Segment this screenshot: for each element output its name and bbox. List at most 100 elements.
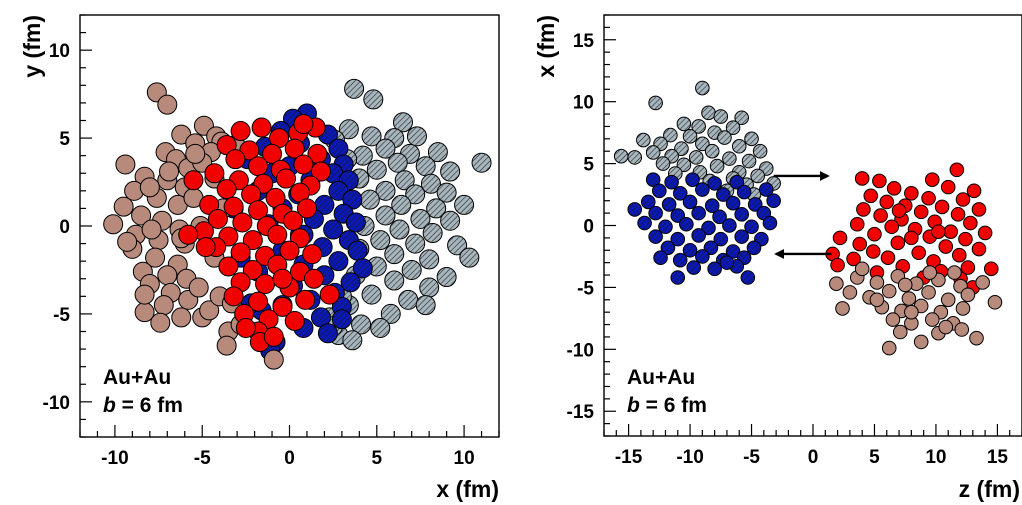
x-tick-label: 0 (284, 448, 295, 469)
data-point-target-participant (310, 307, 331, 328)
data-point-target-participant (695, 249, 710, 264)
data-point-target-spectator (352, 145, 373, 166)
data-point-target-spectator (422, 223, 443, 244)
left-annotation-system: Au+Au (103, 366, 171, 389)
data-point-target-spectator (401, 259, 422, 280)
left-annotation-b-value: = 6 fm (116, 394, 183, 417)
data-point-target-spectator (627, 150, 643, 165)
data-point-projectile-participant (267, 224, 288, 245)
data-point-projectile-participant (963, 215, 978, 231)
x-tick-label: 5 (869, 447, 880, 468)
data-point-target-spectator (645, 145, 661, 160)
data-point-target-spectator (636, 132, 651, 148)
data-point-projectile-participant (983, 261, 999, 277)
data-point-projectile-spectator (199, 300, 220, 321)
data-point-projectile-spectator (131, 205, 152, 226)
right-panel: -15 -10 -5 0 5 10 15 -15 -10 -5 0 5 10 15 z (fm) x (f… (533, 14, 1022, 502)
data-point-target-spectator (406, 126, 427, 147)
data-point-projectile-spectator (901, 291, 917, 306)
data-point-target-spectator (752, 143, 768, 159)
data-point-target-participant (670, 208, 686, 223)
data-point-projectile-participant (891, 203, 907, 218)
data-point-projectile-spectator (955, 301, 971, 316)
data-point-target-participant (715, 187, 731, 202)
data-point-projectile-participant (276, 168, 297, 189)
data-point-target-spectator (741, 153, 757, 169)
data-point-target-participant (747, 197, 763, 212)
left-annotation-impact: b = 6 fm (103, 394, 183, 417)
data-point-projectile-participant (971, 241, 987, 257)
left-panel: -10 -5 0 5 10 -10 -5 0 5 10 x (fm) y (fm) Au+Au b… (19, 14, 500, 502)
data-point-target-spectator (676, 116, 692, 132)
data-point-target-spectator (648, 95, 663, 111)
data-point-projectile-participant (949, 162, 965, 178)
data-point-projectile-spectator (892, 324, 908, 340)
data-point-target-participant (713, 231, 729, 247)
data-point-projectile-participant (204, 163, 225, 184)
data-point-target-spectator (394, 170, 415, 191)
data-point-target-spectator (344, 78, 365, 99)
data-point-target-participant (729, 174, 745, 190)
data-point-projectile-participant (852, 236, 868, 252)
y-tick-label: -10 (43, 393, 70, 414)
right-annotation-b-value: = 6 fm (640, 394, 707, 417)
data-point-projectile-participant (263, 326, 284, 347)
data-point-target-spectator (361, 284, 382, 305)
data-point-target-spectator (663, 127, 678, 143)
data-point-target-spectator (387, 152, 408, 173)
data-point-projectile-participant (303, 268, 324, 289)
data-point-target-participant (679, 216, 694, 232)
data-point-projectile-participant (934, 199, 950, 215)
data-point-projectile-participant (879, 194, 895, 210)
data-point-target-participant (701, 220, 716, 236)
data-point-projectile-participant (248, 156, 269, 177)
y-tick-label: -5 (577, 278, 594, 299)
data-point-target-spectator (613, 148, 629, 164)
data-point-projectile-spectator (885, 312, 901, 327)
data-point-target-spectator (384, 270, 405, 291)
data-point-target-participant (734, 229, 749, 244)
data-point-target-participant (670, 270, 686, 285)
data-point-target-participant (352, 258, 373, 279)
data-point-target-spectator (691, 119, 706, 134)
data-point-target-spectator (725, 120, 741, 135)
y-tick-label: 10 (573, 93, 594, 114)
data-point-target-spectator (674, 141, 689, 157)
data-point-target-spectator (419, 277, 440, 298)
data-point-target-spectator (744, 131, 759, 147)
data-point-projectile-spectator (153, 295, 174, 316)
data-point-target-spectator (682, 129, 698, 144)
data-point-target-spectator (380, 303, 401, 324)
data-point-target-spectator (392, 112, 413, 133)
data-point-target-spectator (750, 168, 765, 184)
data-point-target-spectator (375, 180, 396, 201)
data-point-projectile-participant (940, 179, 956, 195)
data-point-target-spectator (427, 142, 448, 163)
data-point-projectile-spectator (921, 285, 936, 300)
left-data-points (103, 78, 492, 370)
data-point-target-participant (347, 240, 368, 261)
data-point-projectile-participant (872, 173, 887, 189)
data-point-projectile-spectator (940, 292, 956, 308)
data-point-projectile-participant (880, 250, 896, 265)
right-x-axis-title: z (fm) (959, 476, 1020, 502)
data-point-target-participant (682, 194, 698, 210)
data-point-projectile-participant (943, 224, 958, 239)
data-point-projectile-spectator (134, 284, 155, 305)
data-point-target-participant (331, 309, 352, 330)
data-point-target-participant (744, 219, 759, 235)
data-point-projectile-spectator (103, 214, 124, 235)
data-point-target-spectator (338, 119, 359, 140)
data-point-projectile-spectator (947, 265, 962, 280)
data-point-target-participant (328, 138, 349, 159)
data-point-target-participant (345, 212, 366, 233)
data-point-target-participant (323, 219, 344, 240)
data-point-target-participant (342, 189, 363, 210)
data-point-target-spectator (351, 314, 372, 335)
data-point-projectile-participant (295, 289, 316, 310)
data-point-projectile-participant (218, 256, 239, 277)
data-point-projectile-participant (242, 259, 263, 280)
data-point-projectile-participant (235, 317, 256, 338)
data-point-target-participant (725, 244, 741, 259)
data-point-projectile-participant (886, 181, 902, 196)
